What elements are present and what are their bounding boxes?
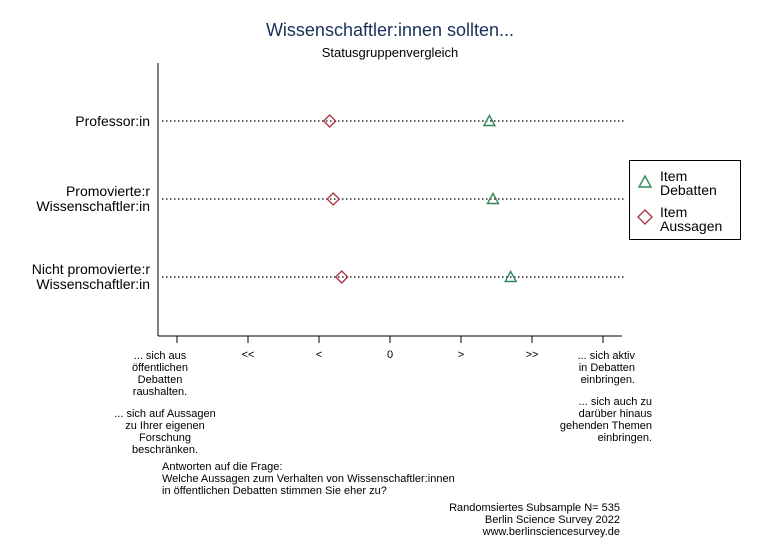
marker-aussagen-2 <box>334 270 349 284</box>
legend-diamond-icon <box>637 209 653 225</box>
marker-aussagen-1 <box>326 192 341 206</box>
x-tick-label-4: > <box>457 349 465 361</box>
left-annotation-1: ... sich aus öffentlichen Debatten raushalt… <box>131 350 189 398</box>
marker-debatten-2 <box>504 270 518 283</box>
x-tick-label-5: >> <box>525 349 539 361</box>
marker-debatten-1 <box>486 192 500 205</box>
legend: Item Debatten Item Aussagen <box>629 160 741 240</box>
x-tick-label-3: 0 <box>386 349 394 361</box>
category-label-0: Professor:in <box>75 112 150 129</box>
question-note: Antworten auf die Frage: Welche Aussagen … <box>162 461 455 497</box>
legend-triangle-icon <box>637 174 653 188</box>
chart-subtitle: Statusgruppenvergleich <box>321 45 459 60</box>
legend-label-debatten: Item Debatten <box>660 168 717 198</box>
source-footer: Randomsiertes Subsample N= 535 Berlin Sci… <box>449 502 620 538</box>
category-label-2: Nicht promovierte:r Wissenschaftler:in <box>31 261 150 292</box>
legend-label-aussagen: Item Aussagen <box>660 204 723 234</box>
right-annotation-2: ... sich auch zu darüber hinaus gehenden T… <box>559 396 652 444</box>
right-annotation-1: ... sich aktiv in Debatten einbringen. <box>577 350 635 386</box>
left-annotation-2: ... sich auf Aussagen zu Ihrer eigenen For… <box>114 408 216 456</box>
marker-aussagen-0 <box>322 114 337 128</box>
marker-debatten-0 <box>482 114 497 127</box>
x-tick-label-2: < <box>315 349 323 361</box>
x-tick-label-1: << <box>241 349 255 361</box>
category-label-1: Promovierte:r Wissenschaftler:in <box>36 183 150 214</box>
chart-title: Wissenschaftler:innen sollten... <box>265 20 515 40</box>
